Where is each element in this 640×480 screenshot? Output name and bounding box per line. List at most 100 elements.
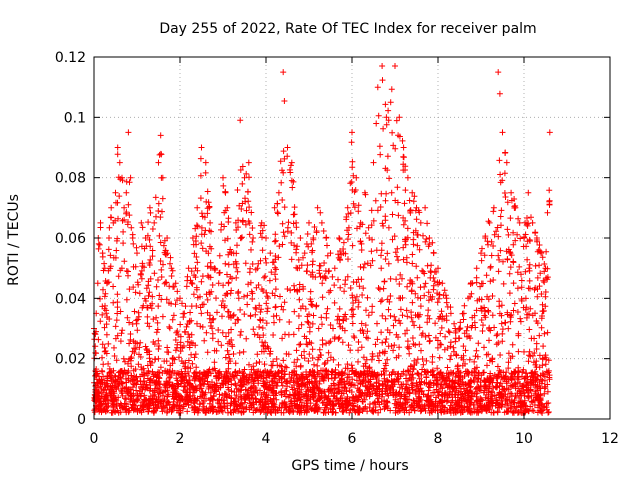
scatter-point [327,287,334,294]
scatter-point [224,271,230,278]
scatter-point-peak [499,129,506,136]
scatter-point [543,368,550,375]
scatter-point [325,375,332,382]
scatter-point [175,409,182,416]
scatter-point [215,338,222,345]
scatter-point [255,368,262,375]
scatter-point [533,346,540,352]
scatter-point [252,304,259,311]
scatter-point-peak [103,280,110,287]
scatter-point [484,362,490,369]
scatter-point [534,293,541,300]
scatter-point [323,310,330,317]
scatter-point [478,317,485,323]
scatter-point [374,336,381,343]
scatter-point-peak [400,144,407,151]
scatter-point [170,383,176,389]
scatter-point [263,401,269,408]
scatter-point [303,335,310,342]
scatter-point [335,397,342,404]
scatter-point [425,332,432,339]
scatter-point [177,339,184,346]
scatter-point [347,347,354,354]
scatter-point [193,385,200,392]
scatter-point [339,339,346,346]
scatter-point [449,370,456,377]
scatter-point [544,276,551,283]
scatter-point [329,408,336,415]
scatter-point [543,404,550,411]
scatter-point [115,409,122,416]
scatter-point-peak [344,204,351,211]
scatter-point [396,389,403,396]
scatter-point [481,369,487,376]
scatter-point [171,396,178,403]
scatter-point [236,405,243,412]
scatter-point [218,302,225,309]
scatter-point [518,296,525,302]
scatter-point [233,227,240,233]
scatter-point [165,349,172,356]
scatter-point [330,401,337,408]
scatter-point [508,404,515,411]
scatter-point-peak [465,295,472,302]
scatter-point [480,322,486,329]
scatter-point [509,382,516,389]
scatter-point [425,297,432,304]
scatter-point [287,162,294,169]
scatter-point [310,312,317,319]
scatter-point [539,301,546,308]
scatter-point [166,325,173,332]
scatter-point [156,292,163,299]
scatter-point [95,240,102,247]
scatter-point [203,248,210,255]
scatter-point [467,384,473,391]
scatter-point [381,397,388,404]
scatter-point [335,251,342,258]
scatter-point [528,398,535,405]
scatter-point [106,369,113,376]
scatter-point [378,265,385,272]
scatter-point [341,288,348,295]
scatter-point [197,155,204,162]
scatter-point-peak [340,250,347,257]
scatter-point [381,372,388,378]
scatter-point [136,344,143,351]
scatter-point [282,331,288,338]
scatter-point [219,298,226,304]
scatter-point [176,403,183,410]
scatter-point [291,211,298,218]
scatter-point [540,277,547,284]
scatter-point [179,395,186,402]
scatter-point-peak [112,189,119,196]
scatter-point [415,311,422,318]
scatter-point [288,384,295,391]
scatter-point [509,353,516,360]
scatter-point [490,375,497,382]
scatter-point [545,357,552,364]
scatter-point [232,320,239,327]
scatter-point [438,391,445,398]
scatter-point [481,387,488,394]
scatter-point [331,335,338,342]
scatter-point [170,312,177,319]
scatter-point [254,332,261,338]
scatter-point [384,153,391,160]
scatter-point [203,198,210,205]
scatter-point [296,341,303,348]
scatter-point [529,369,536,376]
scatter-point [304,262,311,269]
scatter-point [272,237,279,244]
scatter-point-peak [271,204,278,211]
scatter-point [505,408,512,415]
scatter-point [499,338,506,345]
scatter-point [342,281,348,288]
scatter-point [521,392,528,399]
scatter-point [451,391,458,398]
scatter-point [317,262,324,269]
scatter-point [384,296,391,303]
scatter-point [524,256,531,263]
scatter-point [348,307,355,313]
scatter-point-peak [155,159,162,166]
scatter-point [177,380,184,387]
